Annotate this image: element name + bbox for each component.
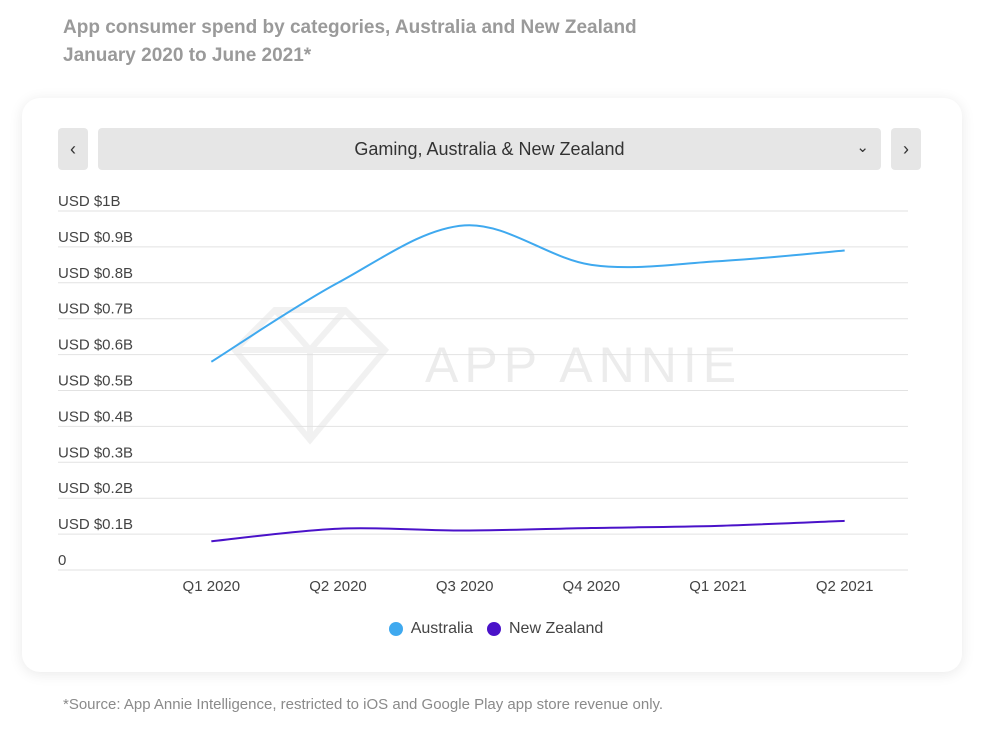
prev-button[interactable]: ‹ — [58, 128, 88, 170]
legend-dot-new-zealand — [486, 622, 501, 636]
x-tick-label: Q4 2020 — [563, 578, 621, 595]
x-tick-label: Q3 2020 — [436, 578, 494, 595]
x-tick-label: Q1 2020 — [183, 578, 241, 595]
x-tick-label: Q2 2020 — [309, 578, 367, 595]
y-tick-label: USD $0.5B — [58, 373, 133, 390]
legend: Australia New Zealand — [0, 620, 992, 638]
y-tick-label: USD $0.3B — [58, 444, 133, 461]
data-point[interactable] — [839, 515, 851, 527]
legend-label: Australia — [410, 620, 473, 637]
x-tick-label: Q1 2021 — [689, 578, 747, 595]
data-point[interactable] — [585, 259, 597, 271]
next-button[interactable]: › — [891, 128, 921, 170]
data-point[interactable] — [712, 255, 724, 267]
category-select[interactable]: Gaming, Australia & New Zealand ⌄ — [98, 128, 881, 170]
legend-label: New Zealand — [508, 620, 604, 637]
footnote: *Source: App Annie Intelligence, restric… — [63, 696, 664, 713]
chart-title: App consumer spend by categories, Austra… — [63, 14, 637, 70]
x-tick-label: Q2 2021 — [816, 578, 874, 595]
chevron-left-icon: ‹ — [70, 138, 76, 159]
y-tick-label: USD $0.2B — [58, 480, 133, 497]
data-point[interactable] — [712, 520, 724, 532]
category-select-value: Gaming, Australia & New Zealand — [354, 138, 625, 159]
data-point[interactable] — [332, 277, 344, 289]
y-tick-label: USD $0.8B — [58, 265, 133, 282]
chart-card — [22, 98, 962, 672]
y-tick-label: USD $0.9B — [58, 229, 133, 246]
title-line-1: App consumer spend by categories, Austra… — [63, 17, 637, 38]
chevron-right-icon: › — [903, 138, 909, 159]
y-tick-label: USD $0.6B — [58, 337, 133, 354]
chevron-down-icon: ⌄ — [856, 139, 869, 156]
data-point[interactable] — [459, 219, 471, 231]
data-point[interactable] — [332, 523, 344, 535]
title-line-2: January 2020 to June 2021* — [63, 45, 312, 66]
legend-item-australia[interactable]: Australia — [388, 620, 473, 638]
legend-dot-australia — [388, 622, 403, 636]
legend-item-new-zealand[interactable]: New Zealand — [486, 620, 604, 638]
data-point[interactable] — [459, 525, 471, 537]
watermark: APP ANNIE — [425, 337, 743, 393]
y-tick-label: USD $1B — [58, 193, 121, 210]
data-point[interactable] — [205, 356, 217, 368]
data-point[interactable] — [585, 522, 597, 534]
y-tick-label: USD $0.4B — [58, 408, 133, 425]
data-point[interactable] — [839, 244, 851, 256]
y-tick-label: USD $0.1B — [58, 516, 133, 533]
y-tick-label: 0 — [58, 552, 66, 569]
series-line-new-zealand — [211, 519, 845, 543]
app-annie-logo — [230, 307, 390, 445]
data-point[interactable] — [205, 535, 217, 547]
series-line-australia — [210, 224, 845, 363]
y-tick-label: USD $0.7B — [58, 301, 133, 318]
